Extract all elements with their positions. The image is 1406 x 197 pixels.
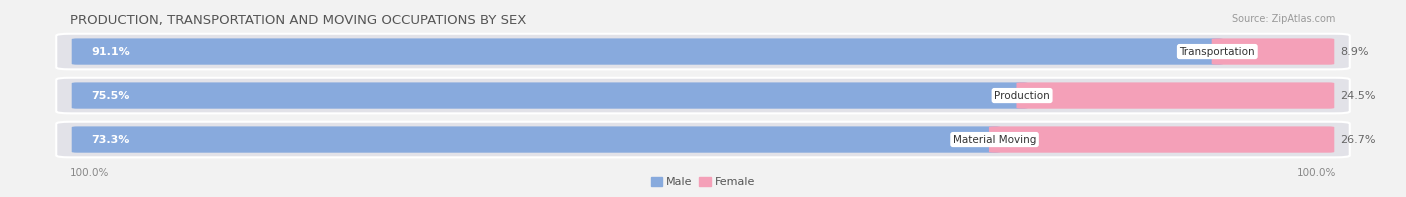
Text: 75.5%: 75.5%: [91, 91, 129, 100]
FancyBboxPatch shape: [56, 78, 1350, 113]
FancyBboxPatch shape: [56, 122, 1350, 157]
Text: Material Moving: Material Moving: [953, 135, 1036, 145]
FancyBboxPatch shape: [72, 38, 1223, 65]
FancyBboxPatch shape: [988, 126, 1334, 153]
FancyBboxPatch shape: [72, 82, 1028, 109]
Text: 26.7%: 26.7%: [1340, 135, 1375, 145]
Legend: Male, Female: Male, Female: [647, 172, 759, 191]
FancyBboxPatch shape: [1212, 38, 1334, 65]
FancyBboxPatch shape: [72, 126, 1000, 153]
Text: 100.0%: 100.0%: [70, 168, 110, 178]
Text: Transportation: Transportation: [1180, 46, 1256, 57]
FancyBboxPatch shape: [56, 34, 1350, 69]
Text: Source: ZipAtlas.com: Source: ZipAtlas.com: [1232, 14, 1336, 24]
Text: 91.1%: 91.1%: [91, 46, 131, 57]
Text: 73.3%: 73.3%: [91, 135, 129, 145]
Text: 24.5%: 24.5%: [1340, 91, 1375, 100]
FancyBboxPatch shape: [1017, 82, 1334, 109]
Text: 100.0%: 100.0%: [1296, 168, 1336, 178]
Text: 8.9%: 8.9%: [1340, 46, 1368, 57]
Text: PRODUCTION, TRANSPORTATION AND MOVING OCCUPATIONS BY SEX: PRODUCTION, TRANSPORTATION AND MOVING OC…: [70, 14, 527, 27]
Text: Production: Production: [994, 91, 1050, 100]
